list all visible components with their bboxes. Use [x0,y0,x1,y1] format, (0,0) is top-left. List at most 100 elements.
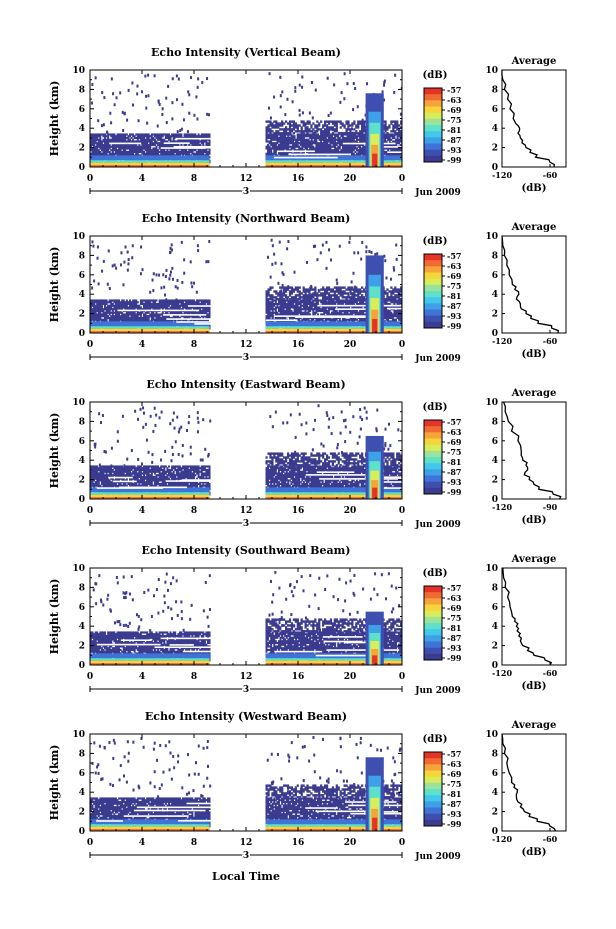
echo-cell [349,124,352,127]
echo-cell [163,150,166,154]
echo-cell [385,136,388,140]
echo-cell [354,150,357,154]
echo-cell [363,150,366,154]
echo-cell [166,140,169,143]
echo-cell [318,138,321,141]
echo-cell [118,135,121,138]
echo-cell [321,316,324,320]
echo-cell [301,140,304,143]
echo-cell [155,316,158,320]
echo-cell [94,304,97,307]
echo-cell [108,306,111,309]
echo-cell [343,124,346,127]
echo-cell [288,309,291,313]
echo-cell [180,304,183,307]
echo-cell [396,136,399,140]
echo-cell [194,306,197,309]
echo-cell [273,302,276,306]
echo-cell [150,311,153,314]
echo-cell [304,128,307,131]
echo-cell [175,304,178,307]
echo-cell [182,315,184,318]
echo-cell [147,152,150,155]
echo-cell [186,152,189,155]
echo-cell [293,316,296,320]
echo-cell [310,304,313,307]
echo-cell [332,313,335,316]
echo-cell [208,135,211,138]
echo-cell [199,306,202,309]
echo-cell [157,152,160,155]
echo-cell [164,140,167,143]
echo-cell [114,299,117,302]
echo-cell [102,135,105,138]
echo-cell [324,299,327,302]
echo-cell [304,299,307,302]
echo-cell [281,149,284,152]
echo-cell [400,132,402,135]
echo-cell [104,133,106,136]
echo-cell [199,140,202,143]
echo-cell [309,304,312,307]
echo-cell [121,301,124,304]
echo-cell [164,135,167,138]
echo-cell [114,311,117,314]
echo-cell [150,149,153,152]
echo-cell [299,308,302,311]
echo-cell [329,126,333,129]
echo-cell [99,135,102,138]
echo-cell [174,306,177,309]
echo-cell [172,149,175,152]
echo-cell [285,304,288,307]
echo-cell [349,145,352,148]
echo-cell [327,135,330,138]
echo-cell [309,308,312,311]
echo-cell [386,126,389,129]
echo-cell [124,315,127,318]
echo-cell [307,316,310,320]
echo-cell [149,290,152,294]
echo-cell [116,304,119,307]
echo-cell [396,142,399,145]
echo-cell [293,311,296,314]
echo-cell [201,81,204,85]
echo-cell [290,311,293,314]
echo-band [265,162,402,166]
echo-cell [391,143,394,147]
echo-cell [394,73,397,77]
echo-cell [197,311,200,314]
echo-cell [114,302,117,306]
echo-cell [136,318,139,321]
echo-cell [133,143,136,147]
echo-cell [91,311,94,314]
echo-cell [347,132,350,135]
echo-cell [119,145,122,148]
echo-cell [351,140,354,143]
echo-cell [338,309,341,313]
echo-cell [341,136,344,140]
echo-cell [285,302,288,306]
echo-cell [349,133,352,136]
echo-cell [316,318,319,321]
echo-cell [349,136,352,140]
echo-cell [329,135,332,138]
echo-cell [270,311,273,314]
echo-cell [299,143,302,147]
echo-cell [290,304,293,307]
echo-cell [329,143,332,147]
echo-cell [302,302,305,306]
echo-cell [273,135,276,138]
echo-cell [157,304,160,307]
echo-cell [111,140,114,143]
echo-cell [127,135,130,138]
echo-cell [116,133,119,136]
echo-cell [331,313,333,316]
echo-cell [102,150,105,154]
echo-cell [194,135,197,138]
echo-cell [321,147,324,150]
echo-cell [355,147,358,150]
echo-cell [178,308,181,311]
echo-cell [388,135,391,138]
echo-cell [324,130,327,133]
echo-cell [316,149,319,152]
